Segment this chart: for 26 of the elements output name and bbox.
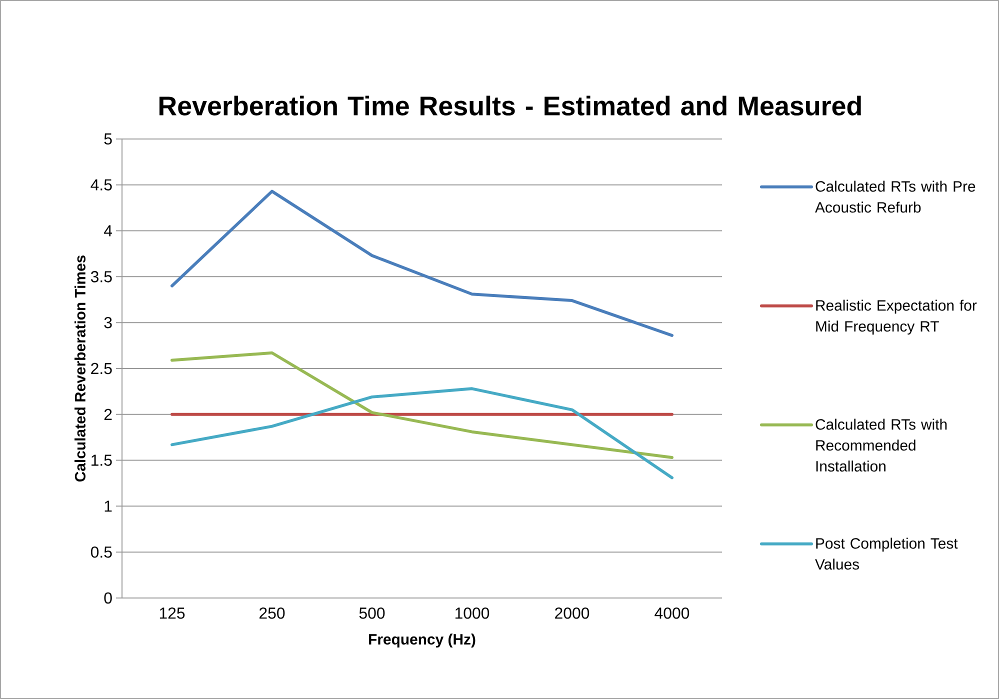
x-tick-label: 2000 xyxy=(555,608,590,619)
chart-title: Reverberation Time Results - Estimated and Measured xyxy=(159,96,861,116)
y-tick-label: 4.5 xyxy=(90,179,112,190)
y-tick-label: 1.5 xyxy=(92,454,112,466)
y-tick-label: 4 xyxy=(104,225,112,236)
y-tick-label: 3.5 xyxy=(90,271,112,282)
legend-label: Post Completion Test Values xyxy=(815,538,958,570)
x-axis-title: Frequency (Hz) xyxy=(369,634,476,648)
y-tick-label: 3 xyxy=(104,316,112,328)
y-tick-label: 0.5 xyxy=(90,546,112,558)
legend-label: Calculated RTs with Pre Acoustic Refurb xyxy=(815,180,976,213)
y-tick-label: 2.5 xyxy=(91,362,112,374)
line-series xyxy=(170,387,674,480)
x-tick-label: 4000 xyxy=(654,608,690,619)
y-tick-label: 5 xyxy=(104,133,112,145)
x-tick-label: 500 xyxy=(359,608,385,619)
y-tick-label: 2 xyxy=(104,408,112,420)
x-tick-label: 125 xyxy=(160,608,185,619)
legend-label: Calculated RTs with Recommended Installation xyxy=(816,418,947,472)
y-tick-label: 0 xyxy=(104,592,112,604)
line-series xyxy=(170,190,674,337)
legend-label: Realistic Expectation for Mid Frequency RT xyxy=(816,300,977,335)
x-tick-label: 250 xyxy=(260,608,285,619)
y-axis-title: Calculated Reverberation Times xyxy=(74,255,86,482)
y-tick-label: 1 xyxy=(104,500,112,512)
x-tick-label: 1000 xyxy=(455,608,490,619)
